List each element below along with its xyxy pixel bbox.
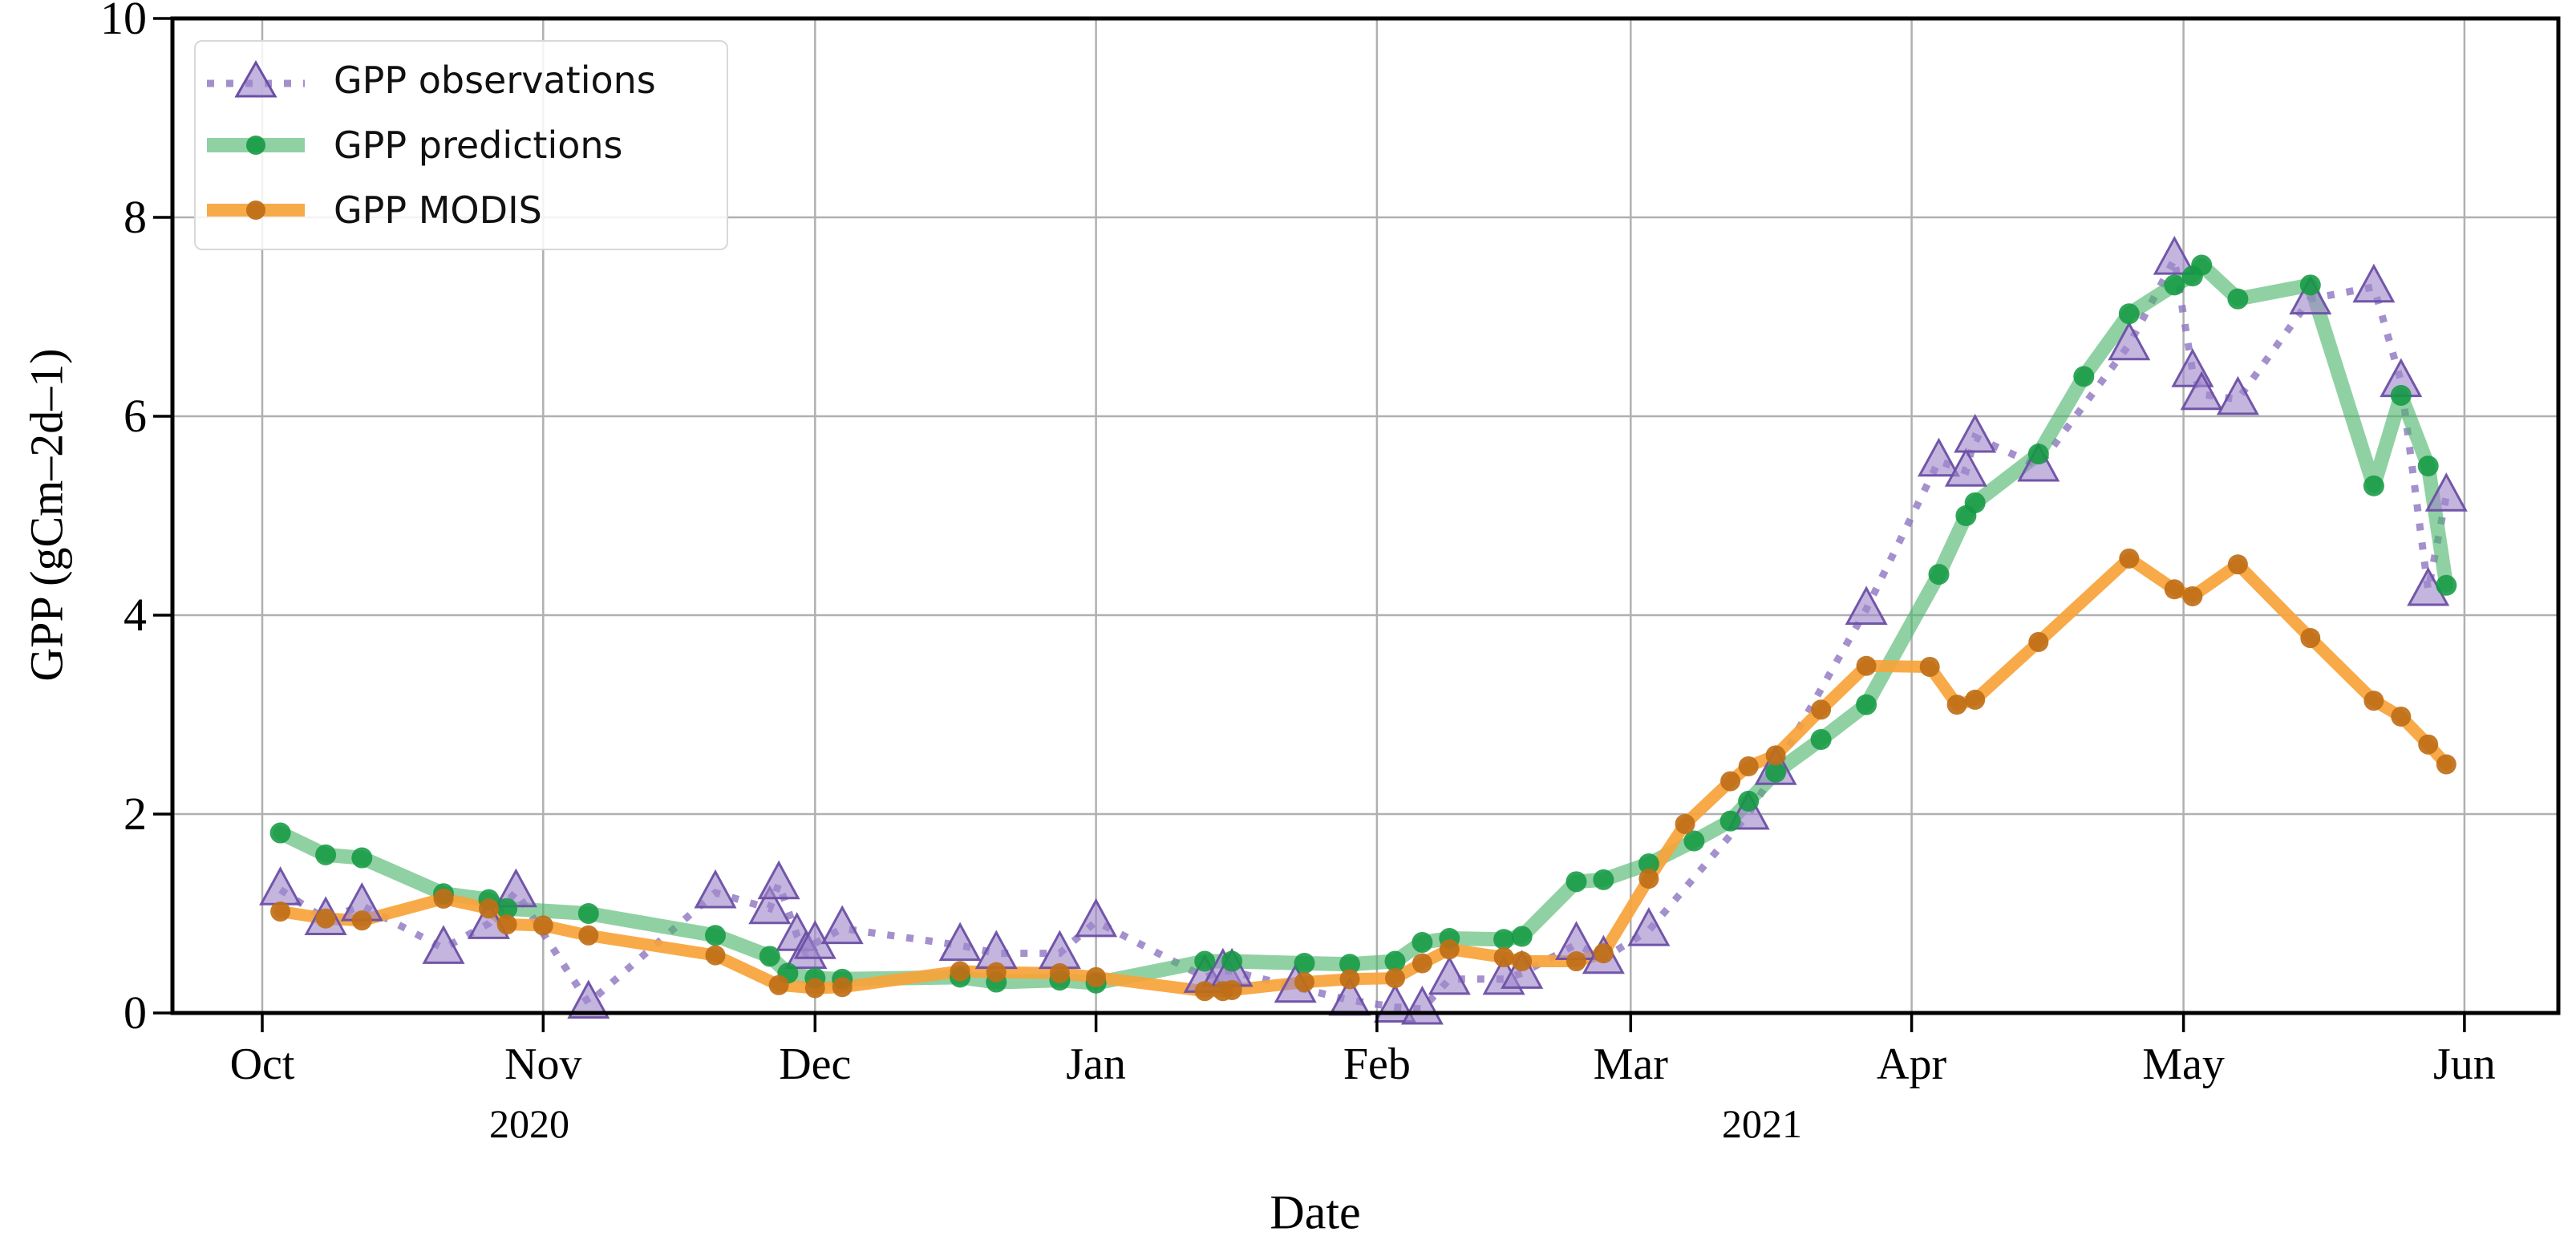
y-tick-label: 6 <box>124 390 147 442</box>
x-axis-title: Date <box>1270 1185 1361 1239</box>
x-tick-label: Jun <box>2433 1039 2496 1089</box>
modis-markers <box>270 548 2457 1002</box>
x-tick-label: Dec <box>779 1039 851 1089</box>
predictions-line <box>273 257 2454 991</box>
legend-item-observations: GPP observations <box>204 49 719 111</box>
legend-label: GPP MODIS <box>334 188 542 232</box>
x-axis-year-label-2021: 2021 <box>1722 1101 1802 1146</box>
y-tick-label: 2 <box>124 788 147 840</box>
observations-line <box>278 248 2450 1013</box>
y-axis-title: GPP (gCm–2d–1) <box>20 348 73 682</box>
observations-markers <box>259 235 2468 1025</box>
y-tick-label: 8 <box>124 191 147 243</box>
y-tick-label: 10 <box>100 0 147 44</box>
y-ticks: 0 2 4 6 8 10 <box>100 0 172 1039</box>
predictions-line-marker-icon <box>207 135 305 155</box>
predictions-markers <box>269 254 2457 994</box>
x-tick-label: Nov <box>504 1039 581 1089</box>
legend: GPP observations GPP predictions GPP MOD… <box>194 40 728 250</box>
legend-item-predictions: GPP predictions <box>204 114 719 176</box>
plot-border <box>170 16 2561 1015</box>
x-tick-label: Apr <box>1877 1039 1946 1089</box>
modis-line-marker-icon <box>207 200 305 220</box>
y-tick-label: 4 <box>124 589 147 641</box>
modis-line <box>274 552 2452 998</box>
x-ticks: Oct Nov Dec Jan Feb Mar Apr May Jun <box>230 1013 2496 1089</box>
observations-line-marker-icon <box>207 60 305 98</box>
x-tick-label: Jan <box>1066 1039 1126 1089</box>
legend-label: GPP observations <box>334 59 656 103</box>
legend-label: GPP predictions <box>334 123 623 167</box>
y-tick-label: 0 <box>124 987 147 1039</box>
x-tick-label: Feb <box>1343 1039 1411 1089</box>
x-tick-label: Mar <box>1594 1039 1669 1089</box>
x-axis-year-label-2020: 2020 <box>489 1101 569 1146</box>
legend-item-modis: GPP MODIS <box>204 179 719 241</box>
x-tick-label: May <box>2142 1039 2225 1089</box>
x-tick-label: Oct <box>230 1039 295 1089</box>
